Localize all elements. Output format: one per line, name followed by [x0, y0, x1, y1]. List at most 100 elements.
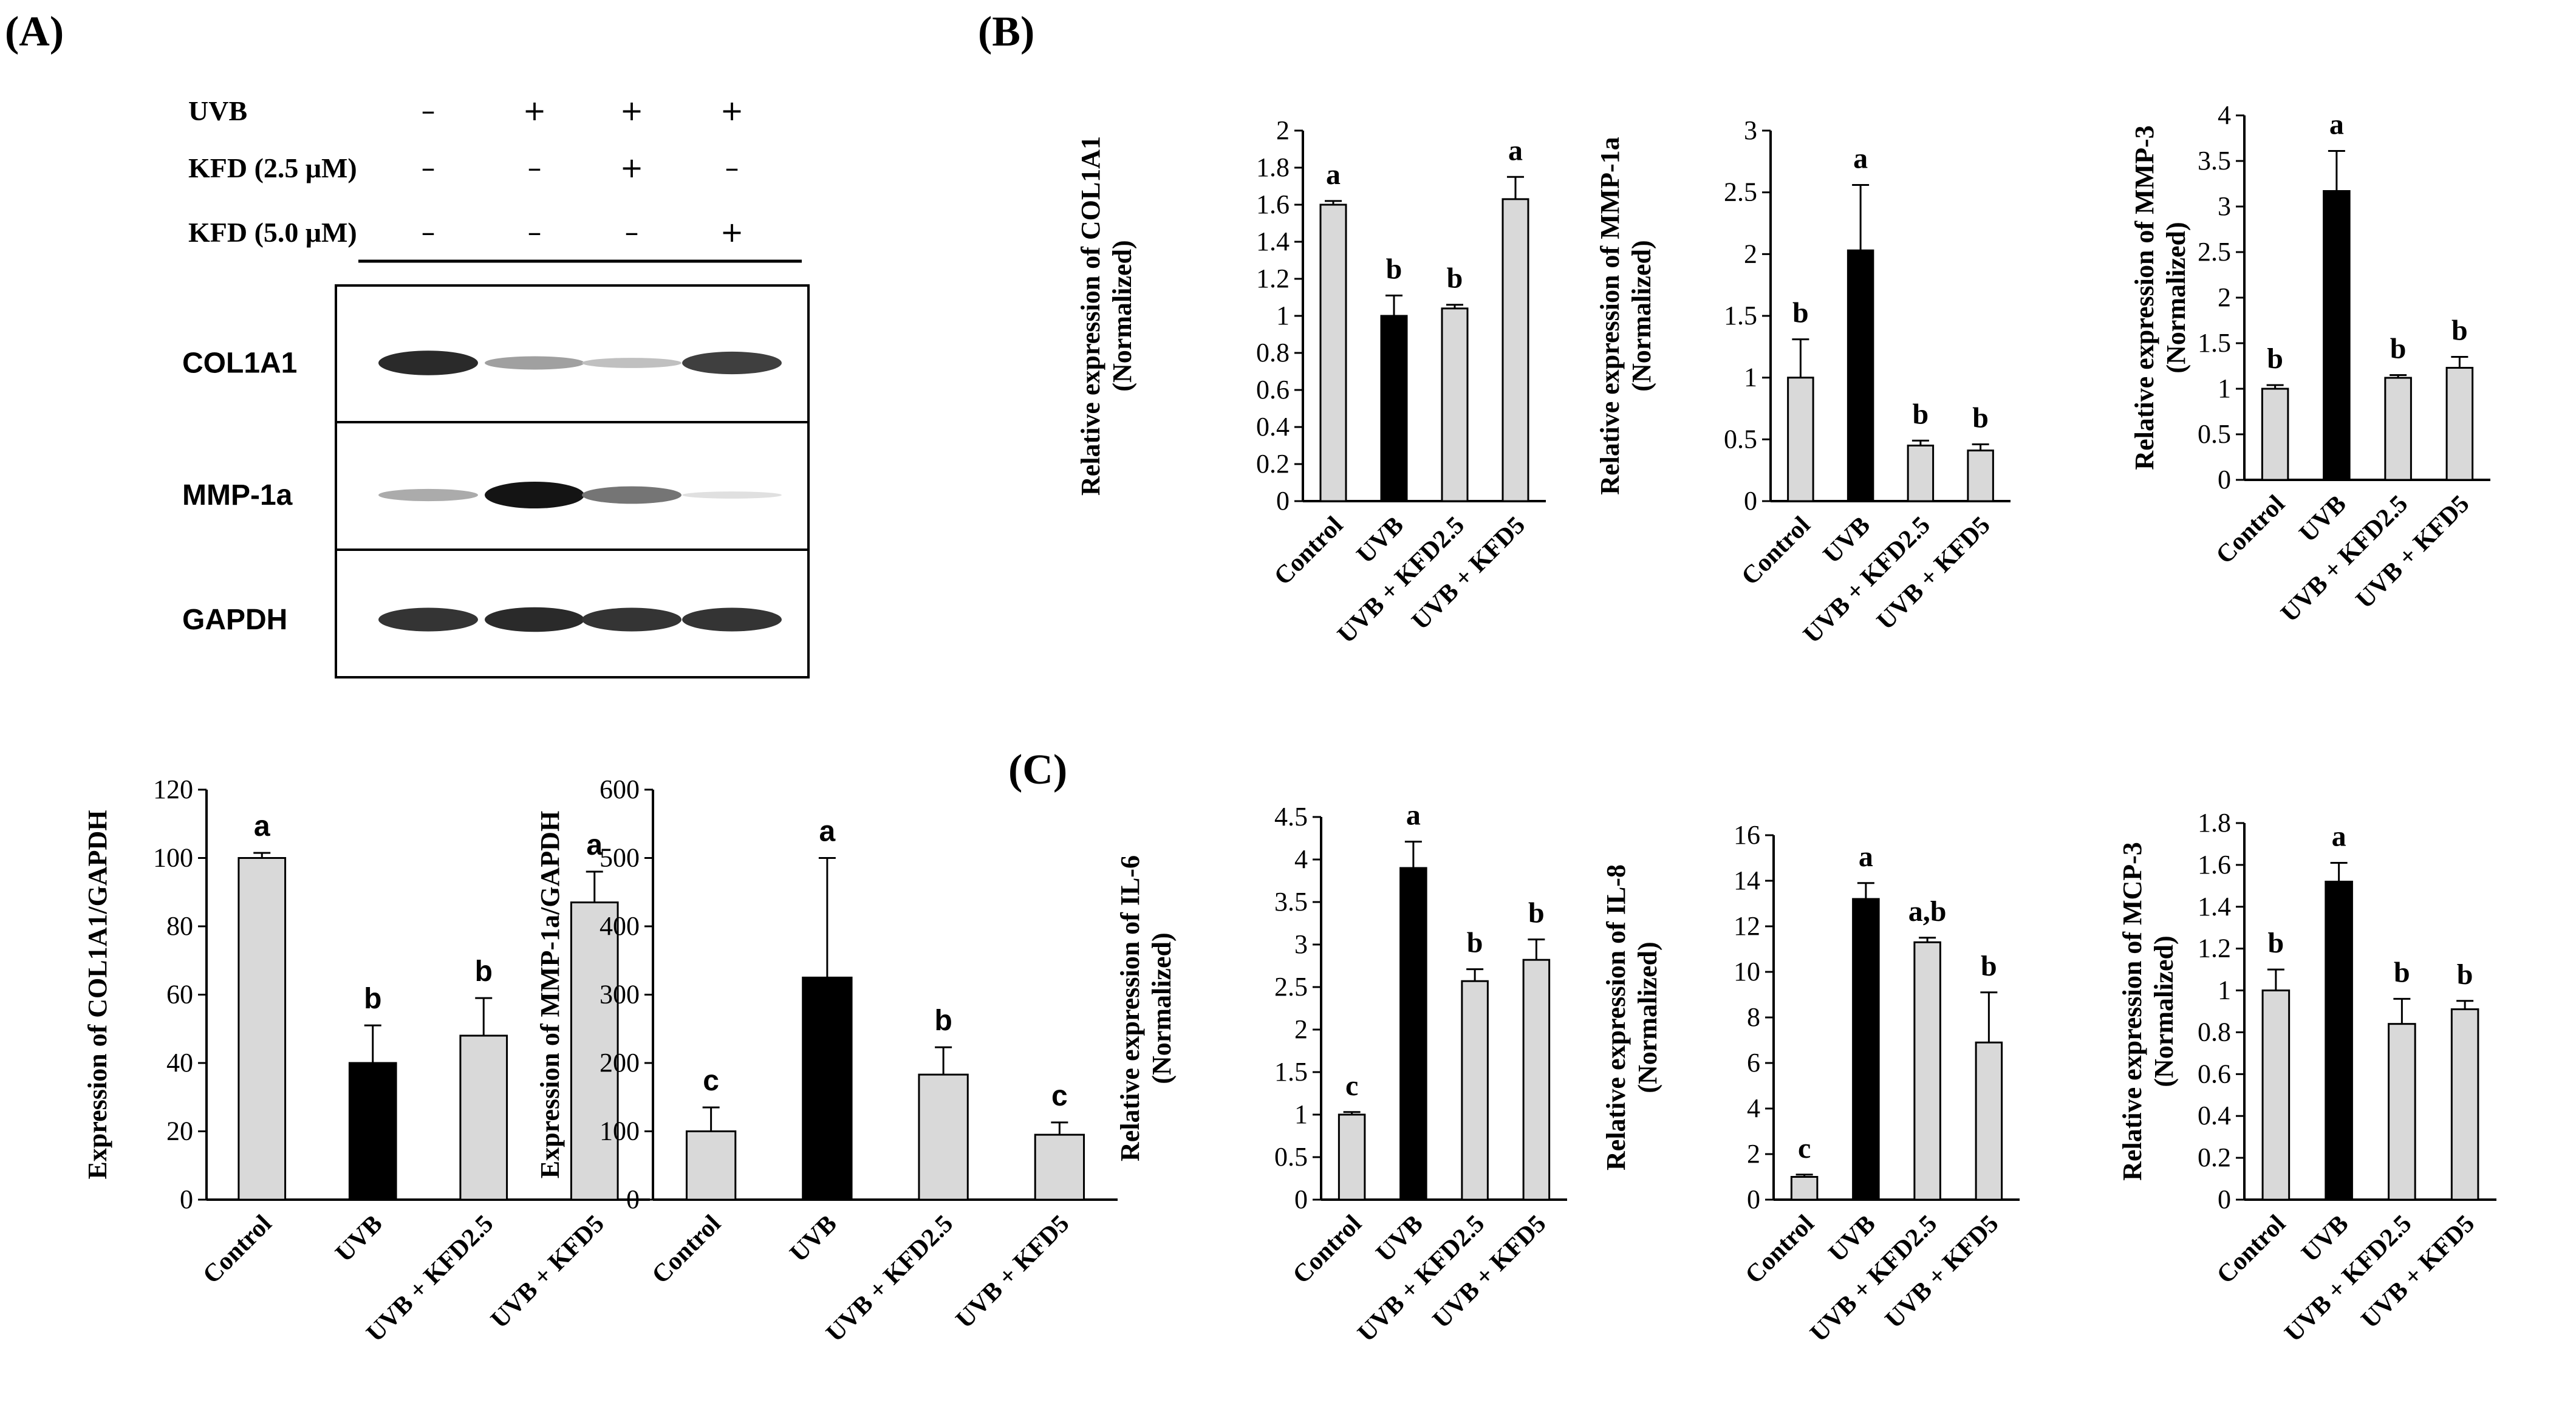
category-label: UVB + KFD5: [485, 1210, 610, 1335]
bar: [1461, 980, 1489, 1201]
y-tick-label: 0.8: [1256, 338, 1290, 367]
significance-label: a: [1859, 841, 1873, 873]
category-label: UVB: [785, 1210, 842, 1268]
category-label: UVB: [1371, 1210, 1429, 1268]
y-tick-label: 0: [626, 1184, 640, 1214]
significance-label: b: [2394, 956, 2410, 988]
blot-band: [682, 491, 782, 499]
condition-mark: –: [625, 216, 639, 248]
y-tick-label: 1.5: [1724, 301, 1757, 330]
y-tick-label: 40: [166, 1048, 193, 1078]
y-tick-label: 3.5: [2198, 146, 2231, 176]
bar: [2323, 190, 2351, 481]
y-tick-label: 80: [166, 911, 193, 941]
western-blot: UVB – + + +KFD (2.5 μM) – – + –KFD (5.0 μM) – – – + …: [182, 94, 810, 678]
condition-mark: +: [720, 94, 744, 127]
y-tick-label: 1.5: [2198, 328, 2231, 358]
category-label: Control: [1736, 511, 1816, 591]
significance-label: b: [2390, 333, 2407, 365]
category-label: UVB + KFD5: [951, 1210, 1075, 1335]
bar: [1338, 1113, 1366, 1201]
y-tick-label: 2.5: [2198, 237, 2231, 267]
bar: [1967, 449, 1994, 502]
y-tick-label: 0.6: [1256, 375, 1290, 405]
blot-band: [485, 356, 584, 370]
y-tick-label: 100: [600, 1116, 640, 1146]
y-tick-label: 1.2: [1256, 264, 1290, 293]
y-tick-label: 1: [2218, 976, 2231, 1005]
blot-band: [485, 482, 584, 508]
significance-label: b: [1981, 950, 1997, 982]
y-tick-label: 3.5: [1274, 887, 1308, 917]
significance-label: b: [364, 983, 381, 1015]
chart-il6-relative: Relative expression of IL-6 (Normalized) 0…: [1115, 799, 1567, 1347]
category-label: Control: [647, 1210, 726, 1290]
significance-label: a: [819, 816, 836, 848]
y-axis-subtitle: (Normalized): [1627, 240, 1656, 391]
y-tick-label: 12: [1734, 911, 1760, 941]
y-axis-subtitle: (Normalized): [2161, 222, 2191, 373]
significance-label: b: [1386, 253, 1402, 285]
y-tick-label: 0.4: [2198, 1101, 2231, 1130]
significance-label: a: [586, 829, 603, 861]
bar: [2445, 367, 2474, 481]
y-tick-label: 0: [1747, 1184, 1760, 1214]
condition-mark: +: [720, 216, 744, 248]
condition-mark: –: [528, 216, 542, 248]
bar: [1975, 1041, 2003, 1201]
y-tick-label: 4.5: [1274, 802, 1308, 832]
y-axis-title: Relative expression of COL1A1: [1076, 136, 1105, 496]
bar: [1787, 377, 1814, 502]
bar: [2450, 1008, 2479, 1201]
bar: [2261, 989, 2291, 1201]
y-axis-subtitle: (Normalized): [1147, 932, 1177, 1084]
bar: [1847, 249, 1874, 502]
condition-mark: –: [528, 151, 542, 184]
bar: [685, 1130, 737, 1201]
y-tick-label: 0: [1744, 486, 1757, 516]
significance-label: a: [2329, 109, 2344, 141]
y-tick-label: 1.4: [1256, 227, 1290, 256]
condition-label: KFD (5.0 μM): [188, 217, 357, 248]
category-label: Control: [1269, 511, 1348, 591]
y-tick-label: 1.4: [2198, 892, 2231, 921]
significance-label: b: [2451, 315, 2468, 347]
category-label: UVB: [330, 1210, 388, 1268]
category-label: Control: [197, 1210, 277, 1290]
bar: [1441, 307, 1469, 502]
category-label: Control: [1288, 1210, 1367, 1290]
significance-label: b: [2457, 959, 2473, 991]
y-tick-label: 0: [1276, 486, 1290, 516]
y-tick-label: 1.8: [1256, 152, 1290, 182]
y-tick-label: 10: [1734, 957, 1760, 986]
significance-label: c: [1798, 1132, 1811, 1164]
bar: [1790, 1176, 1819, 1201]
y-tick-label: 100: [153, 843, 193, 873]
panel-label-b: (B): [978, 9, 1034, 55]
y-axis-subtitle: (Normalized): [1107, 240, 1137, 391]
significance-label: c: [703, 1065, 719, 1097]
y-tick-label: 0.2: [2198, 1143, 2231, 1172]
blot-band: [485, 607, 584, 632]
category-label: Control: [2211, 490, 2291, 570]
blot-band: [582, 607, 682, 632]
category-label: UVB: [2296, 1210, 2354, 1268]
chart-il8-relative: Relative expression of IL-8 (Normalized) 0…: [1601, 820, 2020, 1347]
y-tick-label: 6: [1747, 1048, 1760, 1078]
y-tick-label: 0: [1294, 1184, 1308, 1214]
bar: [918, 1073, 969, 1201]
y-tick-label: 3: [1294, 929, 1308, 959]
y-tick-label: 1: [1744, 363, 1757, 392]
bar: [1502, 198, 1529, 502]
significance-label: b: [1913, 398, 1929, 430]
bar: [459, 1034, 508, 1201]
bar: [2384, 377, 2412, 481]
y-tick-label: 300: [600, 980, 640, 1010]
significance-label: a: [254, 810, 270, 842]
y-tick-label: 2: [1747, 1139, 1760, 1169]
panel-label-c: (C): [1008, 747, 1067, 793]
condition-mark: –: [725, 151, 739, 184]
significance-label: b: [1447, 262, 1463, 295]
significance-label: a: [1853, 142, 1868, 174]
chart-mmp1a-gapdh: Expression of MMP-1a/GAPDH 0 100 200 300 400 5…: [535, 774, 1118, 1347]
